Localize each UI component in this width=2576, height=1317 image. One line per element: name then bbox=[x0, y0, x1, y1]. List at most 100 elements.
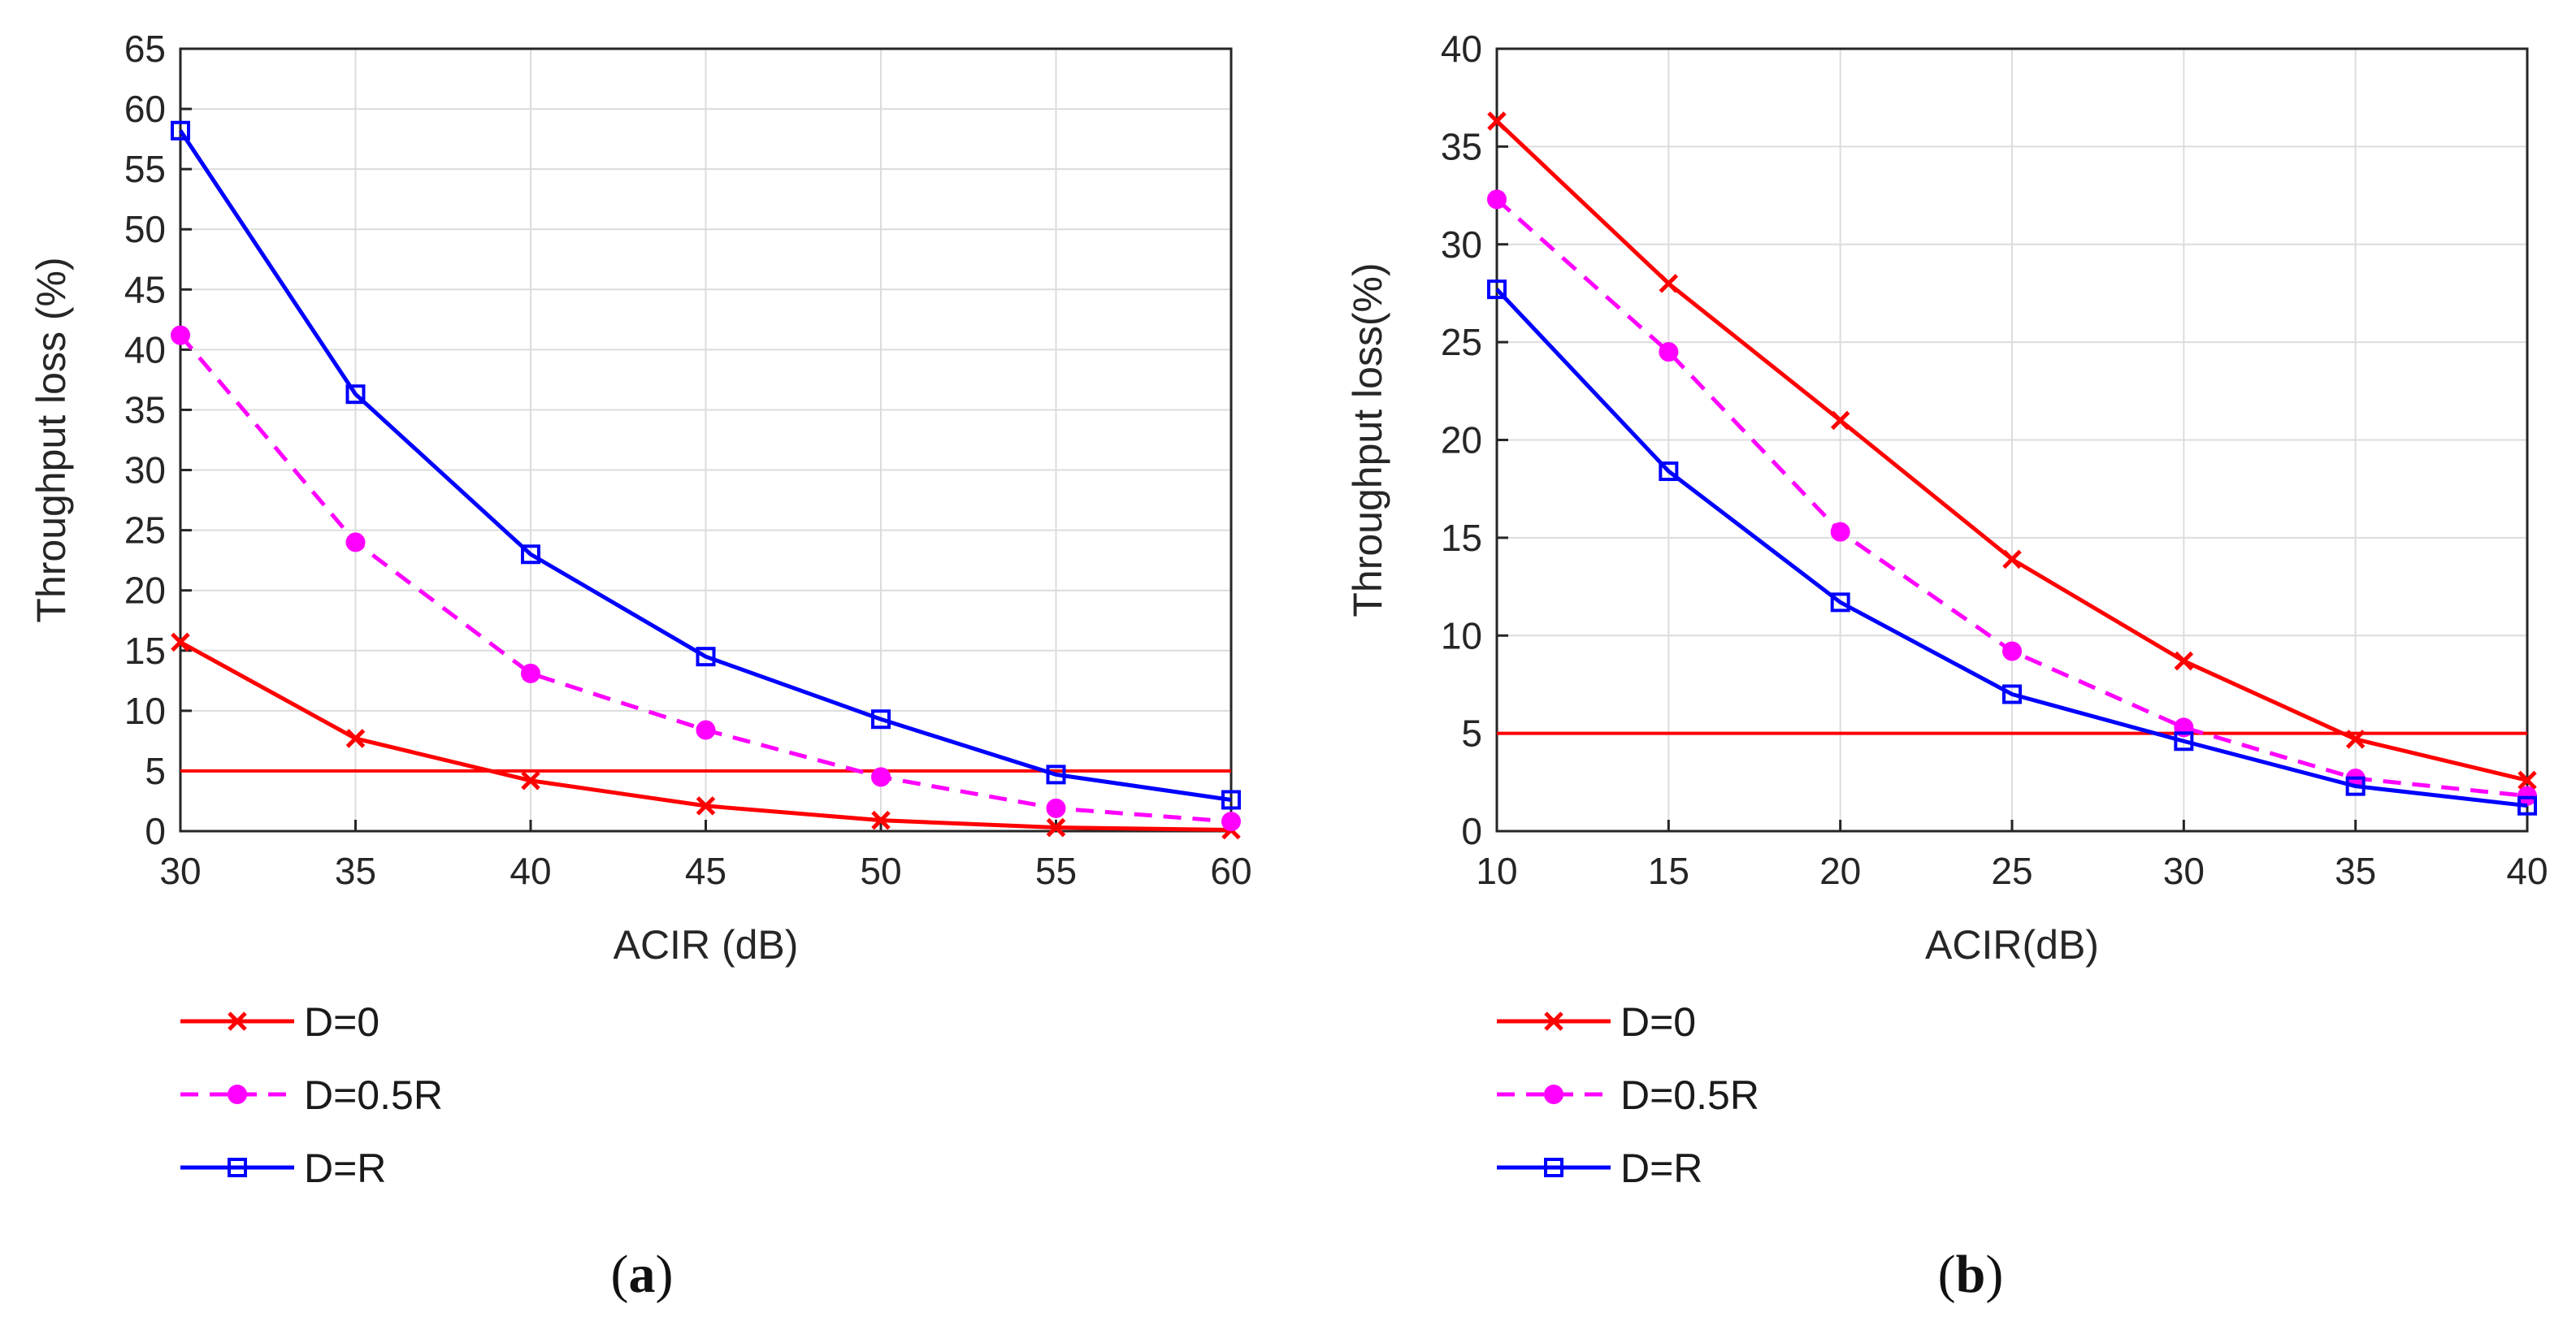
panel-b: 10 15 20 25 30 35 40 0 5 10 15 20 25 30 35 40 ACIR(dB) Th… bbox=[1345, 28, 2548, 1304]
data-point bbox=[2002, 684, 2022, 704]
data-point bbox=[871, 709, 891, 730]
data-point bbox=[871, 810, 891, 830]
x-tick-label: 50 bbox=[860, 850, 901, 892]
series-d-r bbox=[171, 120, 1241, 810]
data-point bbox=[2345, 776, 2366, 796]
y-tick-label: 45 bbox=[124, 268, 166, 310]
data-point bbox=[1487, 189, 1507, 210]
x-tick-label: 60 bbox=[1210, 850, 1251, 892]
x-axis-title: ACIR (dB) bbox=[614, 922, 799, 968]
legend: D=0 D=0.5R D=R bbox=[1497, 999, 1759, 1191]
data-point bbox=[2002, 641, 2022, 661]
data-point bbox=[2517, 795, 2537, 816]
x-tick-label: 30 bbox=[2163, 850, 2205, 892]
panel-caption: (b) bbox=[1938, 1245, 2004, 1304]
x-tick-label: 20 bbox=[1819, 850, 1861, 892]
data-point bbox=[1221, 812, 1241, 832]
legend-label: D=0.5R bbox=[304, 1072, 443, 1118]
y-tick-label: 55 bbox=[124, 148, 166, 190]
data-point bbox=[1487, 279, 1507, 300]
data-point bbox=[2002, 549, 2022, 570]
data-point bbox=[2517, 786, 2537, 806]
data-point bbox=[1830, 410, 1850, 431]
x-tick-label: 25 bbox=[1991, 850, 2032, 892]
data-point bbox=[345, 729, 366, 748]
series-line bbox=[1495, 288, 2528, 808]
y-tick-label: 20 bbox=[124, 570, 166, 612]
x-tick-label: 35 bbox=[335, 850, 376, 892]
legend-marker bbox=[1544, 1085, 1563, 1104]
x-tick-label: 35 bbox=[2335, 850, 2376, 892]
data-point bbox=[1046, 798, 1066, 818]
panel-letter: b bbox=[1956, 1245, 1986, 1304]
y-tick-label: 30 bbox=[124, 449, 166, 492]
legend-marker bbox=[228, 1085, 247, 1104]
y-tick-label: 25 bbox=[124, 509, 166, 552]
x-tick-label: 55 bbox=[1035, 850, 1077, 892]
y-tick-label: 5 bbox=[1461, 713, 1482, 755]
legend-marker bbox=[228, 1158, 247, 1177]
legend: D=0 D=0.5R D=R bbox=[180, 999, 443, 1191]
y-tick-label: 40 bbox=[1441, 28, 1482, 70]
y-tick-label: 65 bbox=[124, 28, 166, 70]
y-axis-title: Throughput loss(%) bbox=[1345, 262, 1390, 617]
y-axis-title: Throughput loss (%) bbox=[28, 257, 74, 622]
panel-caption: (a) bbox=[611, 1245, 674, 1304]
series-d-0-5r bbox=[171, 325, 1241, 832]
data-point bbox=[1830, 592, 1850, 613]
y-tick-label: 15 bbox=[124, 630, 166, 672]
legend-marker bbox=[1544, 1158, 1563, 1177]
data-point bbox=[521, 771, 540, 791]
data-point bbox=[2345, 730, 2366, 749]
y-tick-label: 10 bbox=[124, 690, 166, 732]
data-point bbox=[1046, 765, 1066, 785]
series-d-r bbox=[1487, 279, 2537, 816]
x-tick-label: 15 bbox=[1648, 850, 1689, 892]
y-tick-label: 25 bbox=[1441, 321, 1482, 363]
data-point bbox=[2517, 770, 2537, 791]
y-tick-label: 60 bbox=[124, 88, 166, 130]
x-axis-title: ACIR(dB) bbox=[1925, 922, 2099, 968]
data-point bbox=[696, 796, 716, 816]
y-tick-label: 0 bbox=[1461, 810, 1482, 852]
data-point bbox=[1659, 274, 1679, 293]
x-tick-label: 40 bbox=[510, 850, 551, 892]
x-tick-label: 40 bbox=[2506, 850, 2548, 892]
data-point bbox=[1659, 461, 1679, 482]
y-tick-label: 50 bbox=[124, 208, 166, 250]
y-tick-label: 15 bbox=[1441, 517, 1482, 559]
x-tick-label: 10 bbox=[1476, 850, 1517, 892]
panel-letter: a bbox=[629, 1245, 656, 1304]
data-point bbox=[871, 767, 891, 787]
legend-marker bbox=[228, 1012, 247, 1031]
legend-label: D=R bbox=[1620, 1146, 1702, 1191]
data-point bbox=[521, 663, 540, 683]
series-line bbox=[178, 129, 1232, 802]
y-tick-label: 10 bbox=[1441, 614, 1482, 656]
data-point bbox=[1659, 342, 1679, 362]
data-point bbox=[2174, 731, 2194, 752]
data-point bbox=[2174, 651, 2194, 671]
y-tick-label: 35 bbox=[124, 388, 166, 431]
data-point bbox=[171, 325, 190, 345]
data-point bbox=[1221, 790, 1241, 810]
legend-label: D=0 bbox=[1620, 999, 1696, 1045]
x-tick-label: 45 bbox=[685, 850, 726, 892]
legend-label: D=0.5R bbox=[1620, 1072, 1759, 1118]
data-point bbox=[345, 532, 366, 552]
data-point bbox=[521, 544, 540, 565]
data-point bbox=[1046, 817, 1066, 838]
y-tick-label: 5 bbox=[145, 750, 166, 792]
data-point bbox=[696, 720, 716, 740]
y-tick-label: 0 bbox=[145, 810, 166, 852]
y-tick-label: 20 bbox=[1441, 419, 1482, 461]
series-d-0 bbox=[1487, 111, 2537, 791]
data-point bbox=[696, 647, 716, 667]
y-tick-label: 35 bbox=[1441, 125, 1482, 167]
x-tick-label: 30 bbox=[159, 850, 201, 892]
legend-label: D=0 bbox=[304, 999, 379, 1045]
legend-marker bbox=[1544, 1012, 1563, 1031]
panel-a: 30 35 40 45 50 55 60 0 5 10 15 20 25 30 35 40 45 50 55 60 65… bbox=[28, 28, 1252, 1304]
data-point bbox=[345, 384, 366, 405]
